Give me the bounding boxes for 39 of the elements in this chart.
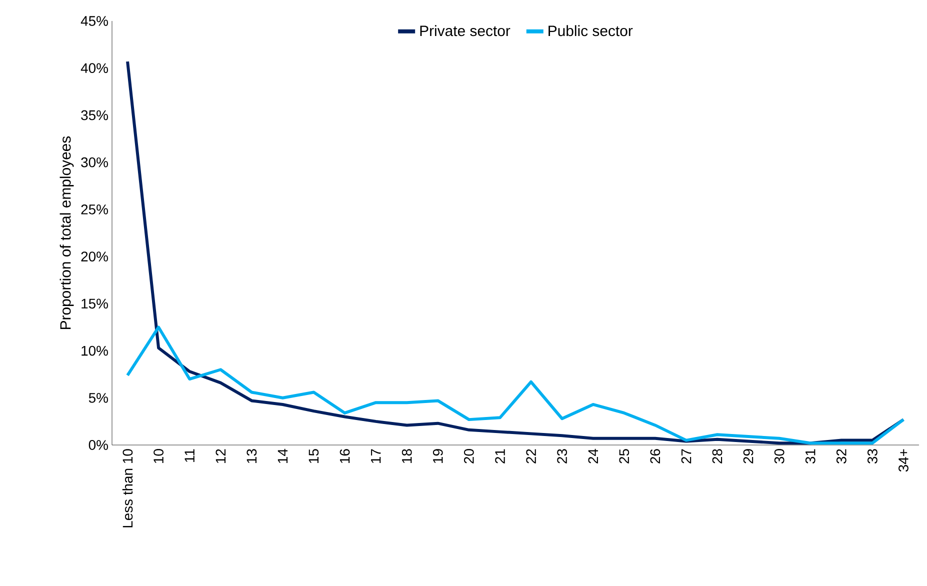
- x-tick-label: 19: [432, 449, 443, 463]
- y-tick-label: 35%: [81, 110, 108, 120]
- y-tick-label: 10%: [82, 346, 108, 356]
- y-tick-label: 40%: [80, 63, 108, 74]
- x-tick-label: 15: [308, 449, 319, 463]
- x-tick-label: 31: [805, 449, 816, 464]
- x-tick-label: 32: [836, 449, 846, 464]
- x-tick-label: 23: [557, 449, 568, 464]
- x-tick-label: 29: [743, 449, 754, 464]
- x-tick-label: 24: [588, 448, 598, 464]
- x-tick-label: 27: [681, 449, 692, 464]
- y-tick-label: 25%: [81, 204, 108, 214]
- y-tick-label: 0%: [88, 440, 108, 450]
- y-axis-title: Proportion of total employees: [60, 136, 74, 329]
- legend-label: Private sector: [420, 25, 510, 36]
- x-tick-label: 16: [340, 449, 350, 463]
- x-tick-label: 34+: [898, 449, 908, 472]
- x-tick-label: 26: [650, 449, 660, 464]
- x-tick-label: 18: [402, 449, 412, 463]
- x-tick-label: 30: [774, 449, 784, 464]
- x-tick-label: Less than 10: [122, 449, 133, 528]
- y-tick-label: 5%: [88, 392, 108, 403]
- x-tick-label: 22: [526, 449, 536, 464]
- x-tick-label: 13: [246, 449, 257, 463]
- legend-label: Public sector: [548, 25, 633, 36]
- x-tick-label: 33: [868, 449, 878, 464]
- x-tick-label: 21: [495, 449, 505, 464]
- x-tick-label: 11: [184, 449, 194, 462]
- y-tick-label: 15%: [82, 298, 108, 309]
- y-tick-label: 45%: [80, 16, 108, 26]
- x-tick-label: 10: [154, 449, 164, 463]
- x-tick-label: 20: [464, 449, 474, 464]
- y-tick-label: 30%: [81, 157, 108, 168]
- x-tick-label: 14: [278, 448, 288, 463]
- x-tick-label: 28: [712, 449, 722, 464]
- x-tick-label: 12: [216, 449, 226, 463]
- x-tick-label: 17: [371, 449, 381, 463]
- x-tick-label: 25: [619, 449, 630, 464]
- y-tick-label: 20%: [81, 252, 108, 262]
